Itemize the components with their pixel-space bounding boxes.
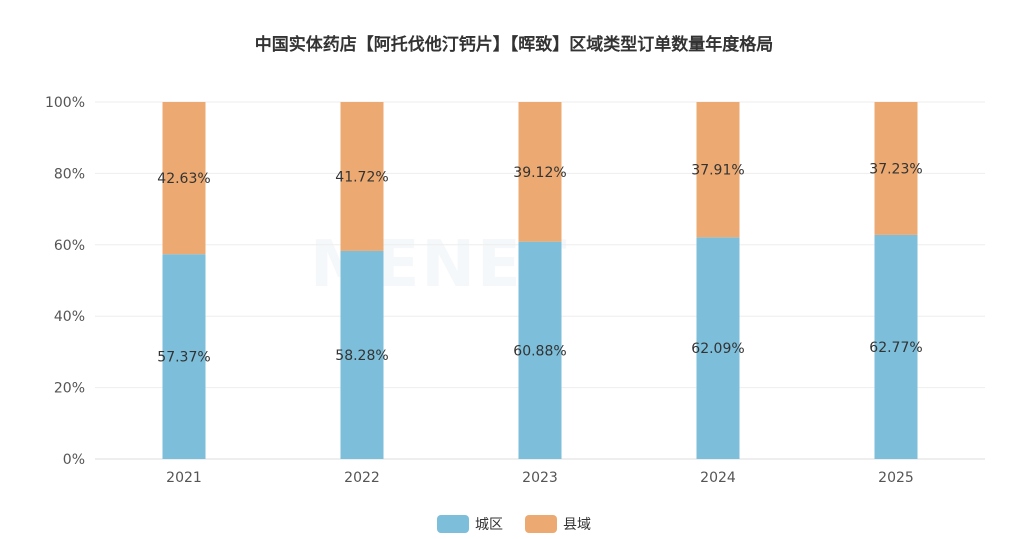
- data-label-urban: 62.77%: [869, 340, 922, 356]
- x-tick-label: 2025: [878, 470, 914, 486]
- data-label-county: 39.12%: [513, 165, 566, 181]
- data-label-urban: 58.28%: [335, 348, 388, 364]
- data-label-county: 42.63%: [157, 171, 210, 187]
- bar-county: [162, 102, 206, 255]
- legend-item-urban[interactable]: 城区: [437, 514, 503, 534]
- bar-county: [340, 102, 384, 251]
- bar-urban: [162, 254, 206, 459]
- x-tick-label: 2021: [166, 470, 202, 486]
- bar-urban: [518, 241, 562, 459]
- bar-urban: [340, 250, 384, 459]
- bar-county: [874, 102, 918, 235]
- legend-swatch-county: [525, 515, 557, 533]
- legend-item-county[interactable]: 县域: [525, 514, 591, 534]
- y-tick-label: 0%: [63, 452, 85, 468]
- data-label-county: 37.91%: [691, 163, 744, 179]
- bar-urban: [874, 234, 918, 459]
- x-tick-label: 2023: [522, 470, 558, 486]
- x-tick-label: 2024: [700, 470, 736, 486]
- data-label-urban: 57.37%: [157, 350, 210, 366]
- data-label-county: 41.72%: [335, 169, 388, 185]
- bar-county: [696, 102, 740, 238]
- legend: 城区 县域: [0, 514, 1028, 534]
- data-label-urban: 60.88%: [513, 343, 566, 359]
- bar-county: [518, 102, 562, 242]
- x-tick-label: 2022: [344, 470, 380, 486]
- chart-title: 中国实体药店【阿托伐他汀钙片】【晖致】区域类型订单数量年度格局: [254, 35, 774, 55]
- bar-urban: [696, 237, 740, 459]
- legend-swatch-urban: [437, 515, 469, 533]
- legend-label-county: 县域: [563, 517, 591, 533]
- y-tick-label: 80%: [54, 166, 85, 182]
- y-tick-label: 100%: [45, 95, 85, 111]
- y-tick-label: 60%: [54, 238, 85, 254]
- data-label-county: 37.23%: [869, 161, 922, 177]
- legend-label-urban: 城区: [475, 517, 503, 533]
- data-label-urban: 62.09%: [691, 341, 744, 357]
- y-tick-label: 40%: [54, 309, 85, 325]
- y-tick-label: 20%: [54, 381, 85, 397]
